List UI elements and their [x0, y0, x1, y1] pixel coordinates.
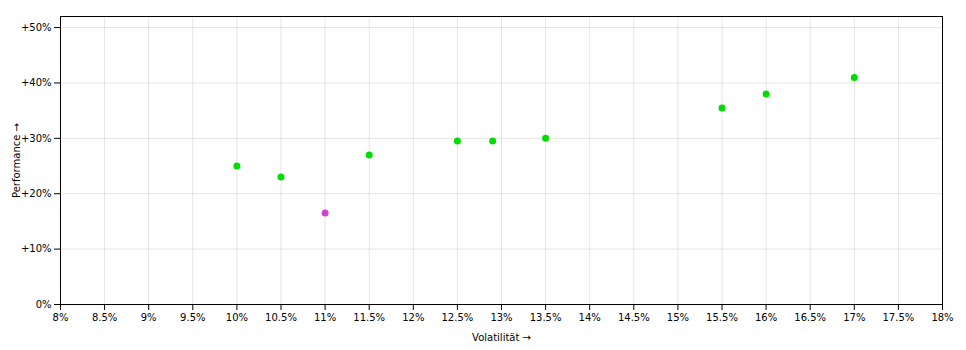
svg-text:+20%: +20% [21, 188, 52, 199]
svg-text:18%: 18% [931, 312, 953, 323]
svg-text:12%: 12% [402, 312, 424, 323]
svg-text:8.5%: 8.5% [92, 312, 117, 323]
svg-text:10%: 10% [226, 312, 248, 323]
svg-text:9%: 9% [141, 312, 157, 323]
svg-text:17.5%: 17.5% [883, 312, 915, 323]
svg-text:16%: 16% [755, 312, 777, 323]
svg-text:11%: 11% [314, 312, 336, 323]
svg-text:8%: 8% [53, 312, 69, 323]
svg-text:Performance →: Performance → [11, 123, 22, 198]
svg-text:Volatilität →: Volatilität → [472, 332, 531, 343]
svg-text:0%: 0% [36, 299, 52, 310]
svg-text:15%: 15% [667, 312, 689, 323]
svg-text:15.5%: 15.5% [706, 312, 738, 323]
svg-text:14.5%: 14.5% [618, 312, 650, 323]
svg-text:+30%: +30% [21, 133, 52, 144]
svg-text:17%: 17% [843, 312, 865, 323]
svg-text:10.5%: 10.5% [265, 312, 297, 323]
svg-text:9.5%: 9.5% [180, 312, 205, 323]
svg-text:14%: 14% [579, 312, 601, 323]
svg-text:12.5%: 12.5% [442, 312, 474, 323]
svg-text:11.5%: 11.5% [353, 312, 385, 323]
svg-text:13.5%: 13.5% [530, 312, 562, 323]
svg-text:16.5%: 16.5% [794, 312, 826, 323]
svg-text:+10%: +10% [21, 243, 52, 254]
svg-text:13%: 13% [490, 312, 512, 323]
svg-text:+40%: +40% [21, 77, 52, 88]
svg-text:+50%: +50% [21, 22, 52, 33]
